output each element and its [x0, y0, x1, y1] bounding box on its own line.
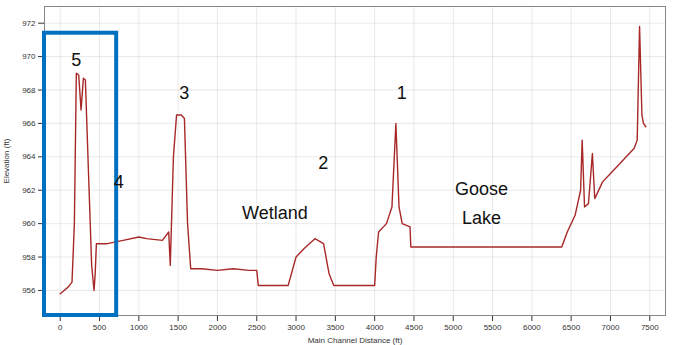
- svg-text:2500: 2500: [248, 323, 266, 332]
- svg-text:964: 964: [22, 152, 36, 161]
- svg-text:6000: 6000: [523, 323, 541, 332]
- svg-text:962: 962: [22, 186, 36, 195]
- svg-text:7500: 7500: [641, 323, 659, 332]
- svg-text:2: 2: [318, 153, 328, 173]
- svg-text:5: 5: [71, 50, 81, 70]
- svg-text:968: 968: [22, 86, 36, 95]
- svg-text:2000: 2000: [209, 323, 227, 332]
- svg-text:0: 0: [58, 323, 63, 332]
- svg-text:6500: 6500: [562, 323, 580, 332]
- svg-text:5000: 5000: [444, 323, 462, 332]
- svg-text:1000: 1000: [130, 323, 148, 332]
- svg-text:4500: 4500: [405, 323, 423, 332]
- svg-text:958: 958: [22, 253, 36, 262]
- svg-text:4000: 4000: [366, 323, 384, 332]
- svg-text:960: 960: [22, 219, 36, 228]
- svg-text:970: 970: [22, 52, 36, 61]
- svg-text:5500: 5500: [484, 323, 502, 332]
- svg-text:Elevation (ft): Elevation (ft): [2, 138, 11, 183]
- svg-text:Main Channel Distance (ft): Main Channel Distance (ft): [308, 336, 403, 345]
- svg-text:966: 966: [22, 119, 36, 128]
- svg-text:1500: 1500: [169, 323, 187, 332]
- svg-text:1: 1: [397, 83, 407, 103]
- svg-text:956: 956: [22, 286, 36, 295]
- svg-text:500: 500: [93, 323, 107, 332]
- svg-text:972: 972: [22, 19, 36, 28]
- svg-text:Wetland: Wetland: [242, 203, 308, 223]
- svg-text:GooseLake: GooseLake: [455, 179, 508, 228]
- svg-text:3000: 3000: [287, 323, 305, 332]
- svg-text:4: 4: [114, 172, 124, 192]
- svg-text:3: 3: [179, 83, 189, 103]
- svg-text:7000: 7000: [602, 323, 620, 332]
- svg-text:3500: 3500: [326, 323, 344, 332]
